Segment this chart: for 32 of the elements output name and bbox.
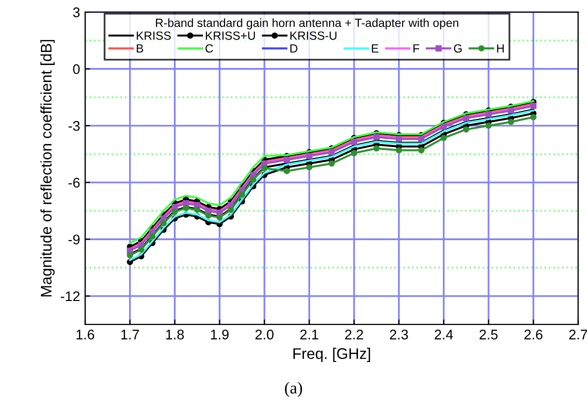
x-tick-label: 1.7 [121, 330, 139, 340]
x-tick-label: 2.0 [255, 330, 274, 340]
legend-label: C [206, 44, 214, 53]
legend-label: KRISS [136, 31, 171, 40]
y-tick-label: -12 [60, 291, 80, 302]
x-tick-label: 2.3 [390, 330, 408, 340]
legend-label: F [413, 44, 420, 52]
legend-label: B [136, 44, 144, 52]
legend-label: KRISS+U [206, 31, 255, 40]
legend-label: D [290, 44, 298, 52]
legend-label: KRISS-U [290, 31, 336, 40]
x-tick-label: 2.7 [569, 330, 587, 340]
x-tick-label: 1.6 [76, 330, 94, 340]
x-tick-label: 2.6 [524, 330, 542, 340]
y-tick-label: 3 [73, 7, 80, 18]
y-tick-label: -6 [68, 178, 80, 188]
legend-label: G [454, 44, 462, 53]
x-tick-label: 2.1 [300, 330, 318, 340]
x-axis-title: Freq. [GHz] [293, 348, 370, 362]
y-tick-label: -9 [68, 234, 80, 244]
y-axis-title: Magnitude of reflection coefficient [dB] [40, 40, 55, 296]
x-tick-label: 1.9 [211, 330, 229, 340]
legend-label: E [372, 44, 378, 52]
legend-title: R-band standard gain horn antenna + T-adapter with open [156, 18, 458, 30]
x-tick-label: 2.2 [345, 330, 364, 340]
x-tick-label: 2.5 [480, 330, 498, 340]
text: (a) [284, 382, 302, 397]
legend-label: H [497, 44, 504, 52]
x-tick-label: 1.8 [166, 330, 184, 340]
x-tick-label: 2.4 [434, 330, 453, 340]
y-tick-label: -3 [68, 120, 80, 131]
y-tick-label: 0 [73, 64, 80, 74]
